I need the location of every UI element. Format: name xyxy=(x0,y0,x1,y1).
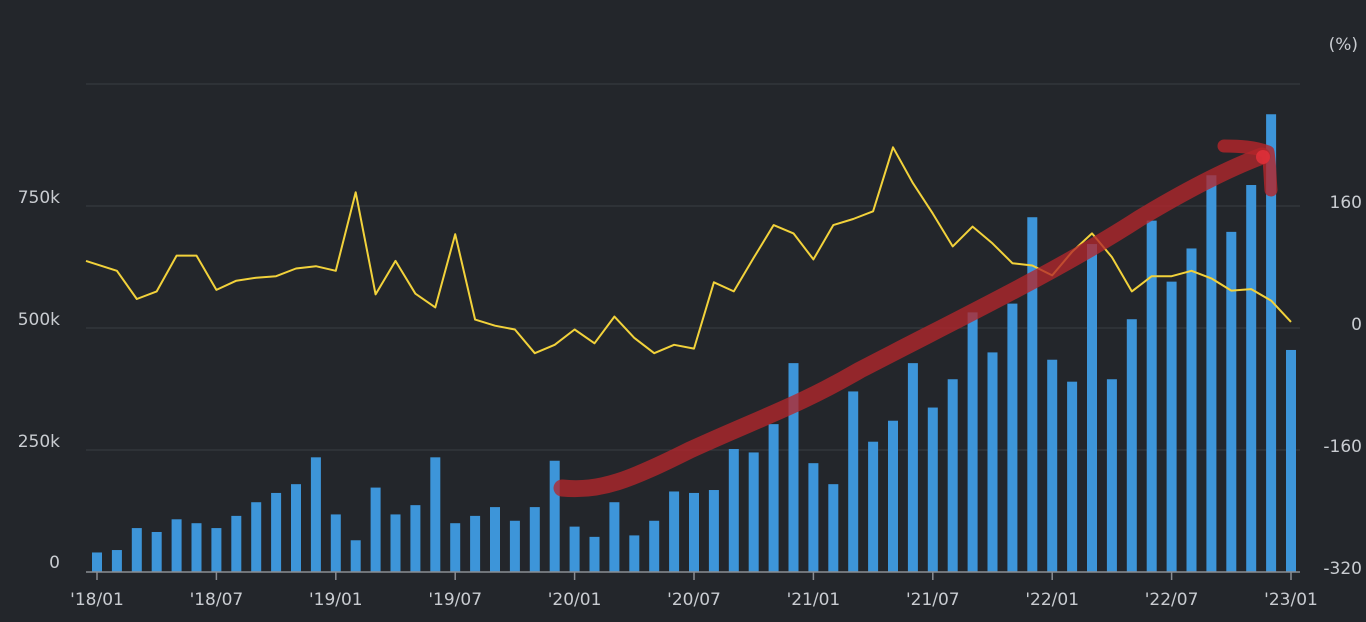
line-series-path xyxy=(85,146,1292,355)
x-axis-tick-label: '22/07 xyxy=(1145,590,1199,610)
bar xyxy=(569,526,580,572)
bar xyxy=(171,519,182,572)
x-axis-tick-label: '21/07 xyxy=(906,590,960,610)
bar xyxy=(330,514,341,572)
bar xyxy=(390,514,401,572)
trend-arrow-head xyxy=(1217,139,1278,197)
bar xyxy=(151,531,162,572)
bar xyxy=(310,457,321,572)
bar xyxy=(529,507,540,572)
bar xyxy=(689,492,699,572)
x-axis-tick-label: '18/07 xyxy=(190,590,244,610)
bar xyxy=(848,391,859,572)
bar xyxy=(370,487,381,572)
bar xyxy=(888,420,898,572)
bar xyxy=(271,492,282,572)
bar xyxy=(768,424,779,572)
bar xyxy=(549,460,560,572)
x-axis-tick-label: '23/01 xyxy=(1264,590,1318,610)
right-axis-unit: (%) xyxy=(1329,35,1358,55)
bar xyxy=(609,502,620,572)
left-axis-tick: 250k xyxy=(18,432,60,452)
bar xyxy=(231,515,242,572)
bar xyxy=(509,520,520,572)
trend-annotation xyxy=(553,139,1278,498)
bar xyxy=(649,520,660,572)
bar xyxy=(1106,379,1117,572)
x-axis-tick-label: '22/01 xyxy=(1025,590,1079,610)
bar xyxy=(131,528,142,572)
x-axis-tick-label: '19/07 xyxy=(428,590,482,610)
right-axis-tick: 0 xyxy=(1351,315,1362,335)
bar xyxy=(1067,381,1078,572)
bar xyxy=(748,452,759,572)
bar xyxy=(1246,185,1257,573)
right-axis-tick: 160 xyxy=(1330,193,1362,213)
right-axis-tick: -320 xyxy=(1323,559,1362,579)
bar xyxy=(808,463,819,572)
bar xyxy=(1186,248,1197,572)
bar xyxy=(1126,319,1137,572)
line-series xyxy=(85,146,1292,355)
bar xyxy=(211,528,222,572)
bar xyxy=(987,352,998,572)
x-axis-tick-label: '20/07 xyxy=(667,590,721,610)
bar-series xyxy=(92,114,1296,573)
x-axis-tick-label: '21/01 xyxy=(787,590,841,610)
bar xyxy=(430,457,441,572)
bar xyxy=(490,507,500,572)
bar xyxy=(1226,231,1237,572)
bar xyxy=(947,379,958,572)
bar xyxy=(728,449,739,572)
bar xyxy=(669,491,680,572)
bar xyxy=(191,523,202,572)
left-axis-tick: 500k xyxy=(18,310,60,330)
axes: 0 250k 500k 750k -320 -160 0 160 '18/01 '18/07 '19… xyxy=(18,188,1362,610)
trend-arrow-stroke xyxy=(553,147,1271,498)
bar xyxy=(907,363,918,572)
x-axis-tick-label: '20/01 xyxy=(548,590,602,610)
bar xyxy=(410,505,421,572)
bar xyxy=(470,515,481,572)
bar xyxy=(1286,349,1296,572)
bar xyxy=(1027,217,1038,572)
bar xyxy=(629,535,640,572)
bar xyxy=(1266,114,1277,573)
bar xyxy=(111,550,122,572)
bar xyxy=(589,536,600,572)
x-axis-tick-label: '19/01 xyxy=(309,590,363,610)
bar xyxy=(1206,175,1217,573)
bar xyxy=(828,484,839,572)
bar xyxy=(251,502,262,572)
right-axis-tick: -160 xyxy=(1323,437,1362,457)
bar xyxy=(967,312,978,572)
x-axis-tick-label: '18/01 xyxy=(70,590,124,610)
bar xyxy=(1047,359,1058,572)
trend-arrow-tip xyxy=(1256,150,1270,164)
bar xyxy=(1166,281,1177,572)
bar xyxy=(1007,303,1018,572)
bar xyxy=(291,484,301,572)
left-axis-tick: 750k xyxy=(18,188,60,208)
left-axis-tick: 0 xyxy=(49,553,60,573)
bar xyxy=(788,363,799,572)
bar xyxy=(868,441,879,572)
bar xyxy=(92,552,102,572)
bar xyxy=(1146,220,1157,572)
bar xyxy=(350,540,361,572)
bar xyxy=(1087,244,1097,572)
bar xyxy=(927,407,938,572)
bar xyxy=(708,490,719,572)
bar xyxy=(450,523,461,572)
